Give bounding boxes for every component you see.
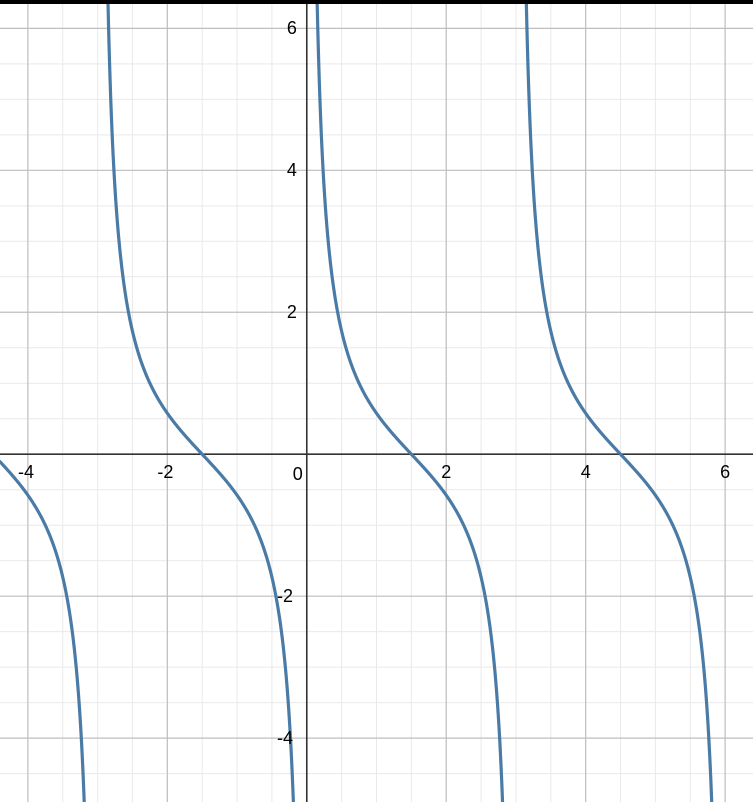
axis-tick-label: 4 [581,462,591,483]
axis-tick-label: 6 [720,462,730,483]
axis-tick-label: -2 [157,462,173,483]
axis-tick-label: 4 [287,160,297,181]
axis-tick-label: 2 [287,302,297,323]
axis-tick-label: 2 [441,462,451,483]
axis-tick-label: -4 [18,462,34,483]
axis-tick-label: -4 [277,728,293,749]
chart-container: -4 -2 2 4 6 -4 -2 2 4 6 0 [0,0,753,802]
axis-tick-label: 6 [287,18,297,39]
axis-tick-label: 0 [293,464,303,485]
axis-tick-label: -2 [277,586,293,607]
cotangent-plot [0,0,753,802]
